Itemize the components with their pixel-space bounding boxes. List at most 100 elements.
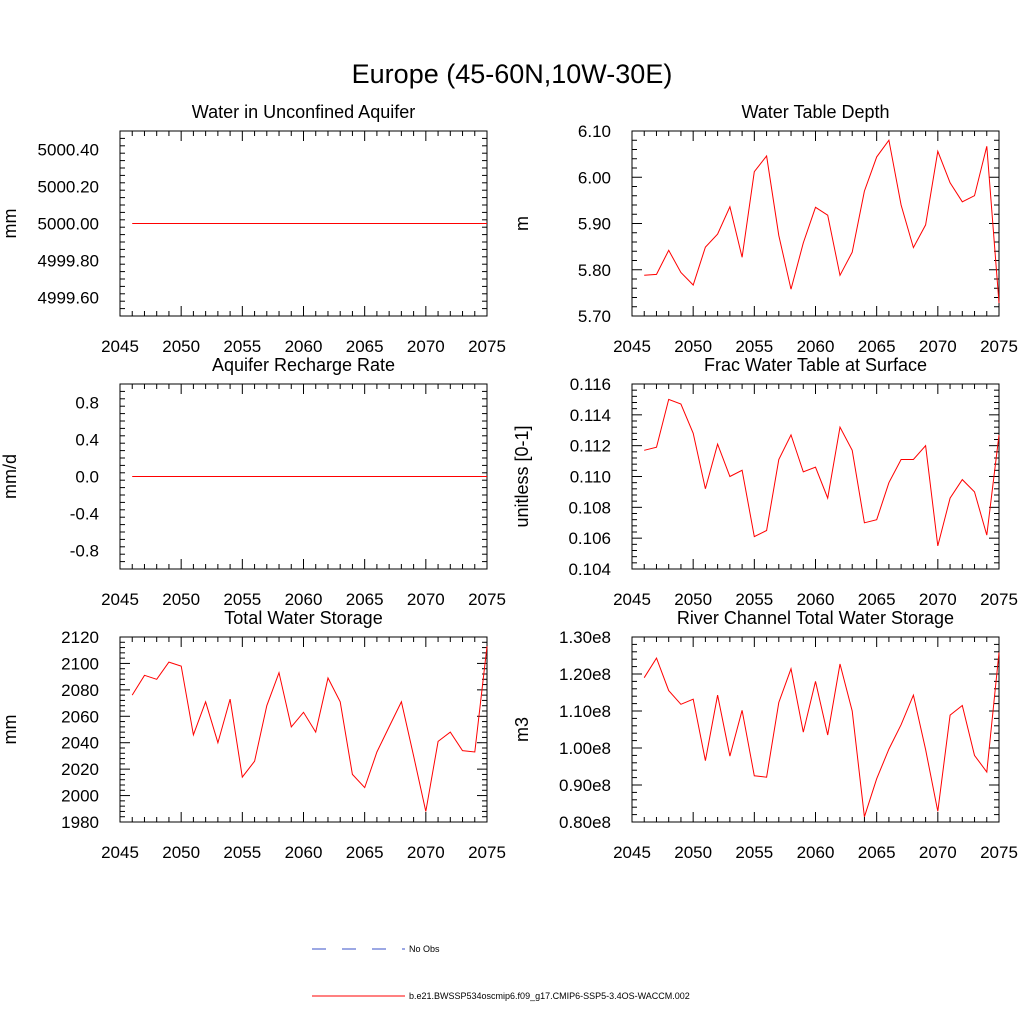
- y-tick-label: 5.80: [578, 261, 611, 280]
- data-point: [937, 151, 938, 152]
- plot-frame: [631, 130, 1000, 317]
- x-tick-label: 2045: [101, 843, 139, 862]
- data-point: [266, 705, 267, 706]
- data-point: [364, 476, 365, 477]
- y-tick-label: 2020: [61, 760, 99, 779]
- data-point: [450, 476, 451, 477]
- x-tick-label: 2050: [162, 590, 200, 609]
- data-point: [352, 223, 353, 224]
- x-tick-label: 2050: [674, 843, 712, 862]
- data-point: [242, 476, 243, 477]
- data-point: [937, 545, 938, 546]
- data-point: [839, 427, 840, 428]
- y-tick-label: 0.108: [568, 498, 611, 517]
- data-point: [462, 223, 463, 224]
- data-point: [156, 679, 157, 680]
- x-tick-label: 2055: [735, 337, 773, 356]
- data-point: [986, 146, 987, 147]
- data-point: [962, 479, 963, 480]
- data-point: [864, 522, 865, 523]
- chart-panel-4: Frac Water Table at Surface unitless [0-1…: [512, 355, 1018, 609]
- panel-title: Frac Water Table at Surface: [704, 355, 927, 375]
- data-point: [717, 444, 718, 445]
- x-tick-label: 2060: [285, 337, 323, 356]
- data-point: [693, 699, 694, 700]
- y-tick-label: 1.30e8: [559, 628, 611, 647]
- y-axis-label: mm: [0, 209, 20, 239]
- data-point: [278, 223, 279, 224]
- y-tick-label: 5000.40: [38, 141, 99, 160]
- plot-frame: [631, 636, 1000, 823]
- data-point: [181, 476, 182, 477]
- data-point: [376, 223, 377, 224]
- data-point: [425, 476, 426, 477]
- chart-panel-2: Water Table Depth m 2045 2050 2055 2060 2065 20…: [512, 102, 1018, 356]
- data-point: [364, 787, 365, 788]
- x-tick-label: 2070: [919, 590, 957, 609]
- y-tick-label: 1.20e8: [559, 665, 611, 684]
- y-tick-label: 5000.20: [38, 178, 99, 197]
- data-point: [144, 476, 145, 477]
- data-point: [254, 223, 255, 224]
- data-point: [925, 445, 926, 446]
- data-point: [462, 750, 463, 751]
- y-tick-label: 1.00e8: [559, 739, 611, 758]
- data-point: [864, 816, 865, 817]
- data-point: [656, 447, 657, 448]
- data-point: [876, 778, 877, 779]
- y-tick-label: 6.10: [578, 122, 611, 141]
- y-axis-label: mm/d: [0, 454, 20, 499]
- y-tick-label: 0.4: [75, 431, 99, 450]
- data-point: [986, 534, 987, 535]
- x-tick-label: 2055: [223, 337, 261, 356]
- x-tick-label: 2070: [407, 337, 445, 356]
- data-point: [193, 476, 194, 477]
- data-point: [876, 519, 877, 520]
- data-point: [132, 476, 133, 477]
- data-point: [144, 675, 145, 676]
- data-point: [778, 235, 779, 236]
- x-tick-label: 2045: [613, 337, 651, 356]
- x-tick-label: 2060: [285, 843, 323, 862]
- data-point: [389, 223, 390, 224]
- data-point: [729, 756, 730, 757]
- y-axis-label: unitless [0-1]: [512, 425, 532, 527]
- y-tick-label: 0.116: [570, 375, 611, 394]
- data-point: [888, 749, 889, 750]
- y-tick-label: 1980: [61, 813, 99, 832]
- data-point: [340, 223, 341, 224]
- data-point: [401, 476, 402, 477]
- data-point: [949, 182, 950, 183]
- x-tick-label: 2060: [285, 590, 323, 609]
- data-point: [729, 206, 730, 207]
- y-tick-label: 0.106: [568, 529, 611, 548]
- data-point: [156, 223, 157, 224]
- x-tick-label: 2055: [735, 843, 773, 862]
- data-point: [291, 476, 292, 477]
- data-point: [888, 140, 889, 141]
- data-point: [352, 774, 353, 775]
- x-tick-label: 2045: [613, 843, 651, 862]
- data-point: [901, 459, 902, 460]
- data-point: [327, 476, 328, 477]
- x-tick-label: 2055: [735, 590, 773, 609]
- data-point: [242, 223, 243, 224]
- x-tick-label: 2060: [797, 337, 835, 356]
- data-point: [790, 668, 791, 669]
- x-tick-label: 2045: [101, 590, 139, 609]
- data-point: [962, 705, 963, 706]
- data-point: [181, 223, 182, 224]
- data-point: [827, 215, 828, 216]
- data-point: [144, 223, 145, 224]
- data-point: [254, 761, 255, 762]
- x-tick-label: 2065: [346, 337, 384, 356]
- y-tick-label: 4999.80: [38, 252, 99, 271]
- data-point: [266, 223, 267, 224]
- x-tick-label: 2050: [162, 337, 200, 356]
- data-point: [852, 710, 853, 711]
- data-point: [376, 751, 377, 752]
- y-axis-label: mm: [0, 715, 20, 745]
- data-point: [156, 476, 157, 477]
- data-point: [656, 657, 657, 658]
